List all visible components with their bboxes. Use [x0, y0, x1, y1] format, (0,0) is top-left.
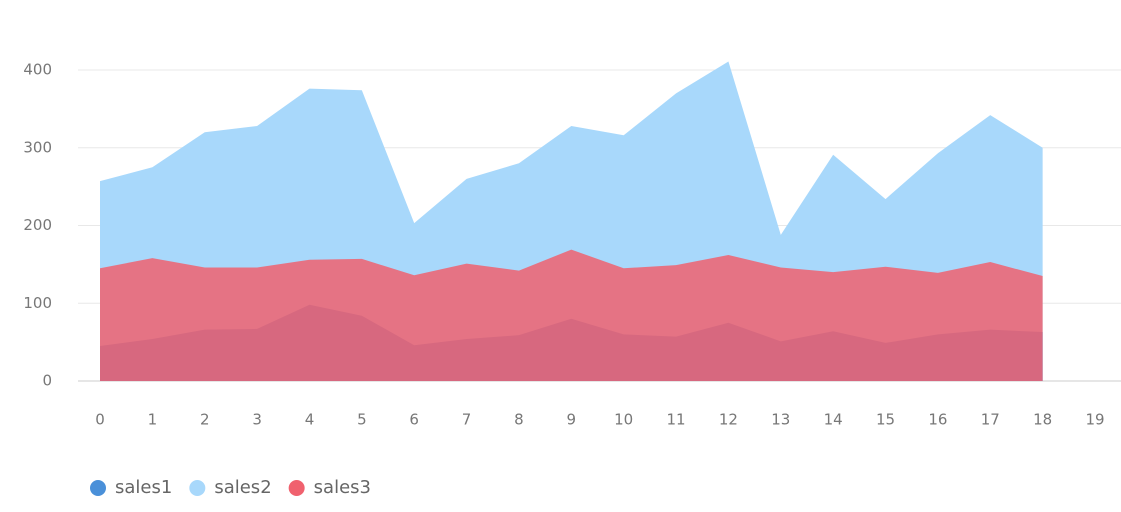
y-tick-label: 300 — [23, 138, 52, 156]
x-tick-label: 12 — [719, 411, 738, 429]
x-tick-label: 13 — [771, 411, 790, 429]
y-tick-label: 400 — [23, 61, 52, 79]
x-tick-label: 16 — [928, 411, 947, 429]
x-tick-label: 4 — [305, 411, 315, 429]
x-tick-label: 5 — [357, 411, 367, 429]
x-tick-label: 7 — [462, 411, 472, 429]
y-tick-label: 0 — [42, 372, 52, 390]
x-tick-label: 6 — [409, 411, 419, 429]
area — [100, 249, 1043, 381]
x-tick-label: 3 — [252, 411, 262, 429]
legend-swatch — [288, 480, 305, 496]
legend-label: sales2 — [214, 477, 271, 498]
x-tick-label: 11 — [667, 411, 686, 429]
x-tick-label: 9 — [567, 411, 577, 429]
legend-swatch — [90, 480, 106, 496]
x-tick-label: 0 — [95, 411, 105, 429]
x-tick-label: 18 — [1033, 411, 1052, 429]
x-tick-label: 17 — [981, 411, 1000, 429]
y-tick-label: 200 — [23, 216, 52, 234]
x-tick-label: 19 — [1085, 411, 1104, 429]
legend-label: sales3 — [314, 477, 371, 498]
x-tick-label: 2 — [200, 411, 210, 429]
x-tick-label: 14 — [824, 411, 843, 429]
x-tick-label: 1 — [148, 411, 158, 429]
x-tick-label: 15 — [876, 411, 895, 429]
x-tick-label: 10 — [614, 411, 633, 429]
legend-label: sales1 — [115, 477, 172, 498]
y-tick-label: 100 — [23, 294, 52, 312]
x-tick-label: 8 — [514, 411, 524, 429]
legend-swatch — [189, 480, 206, 496]
